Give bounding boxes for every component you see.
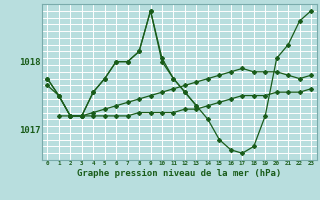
- X-axis label: Graphe pression niveau de la mer (hPa): Graphe pression niveau de la mer (hPa): [77, 169, 281, 178]
